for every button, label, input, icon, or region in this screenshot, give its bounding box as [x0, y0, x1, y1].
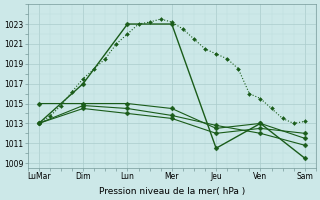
X-axis label: Pression niveau de la mer( hPa ): Pression niveau de la mer( hPa ) — [99, 187, 245, 196]
